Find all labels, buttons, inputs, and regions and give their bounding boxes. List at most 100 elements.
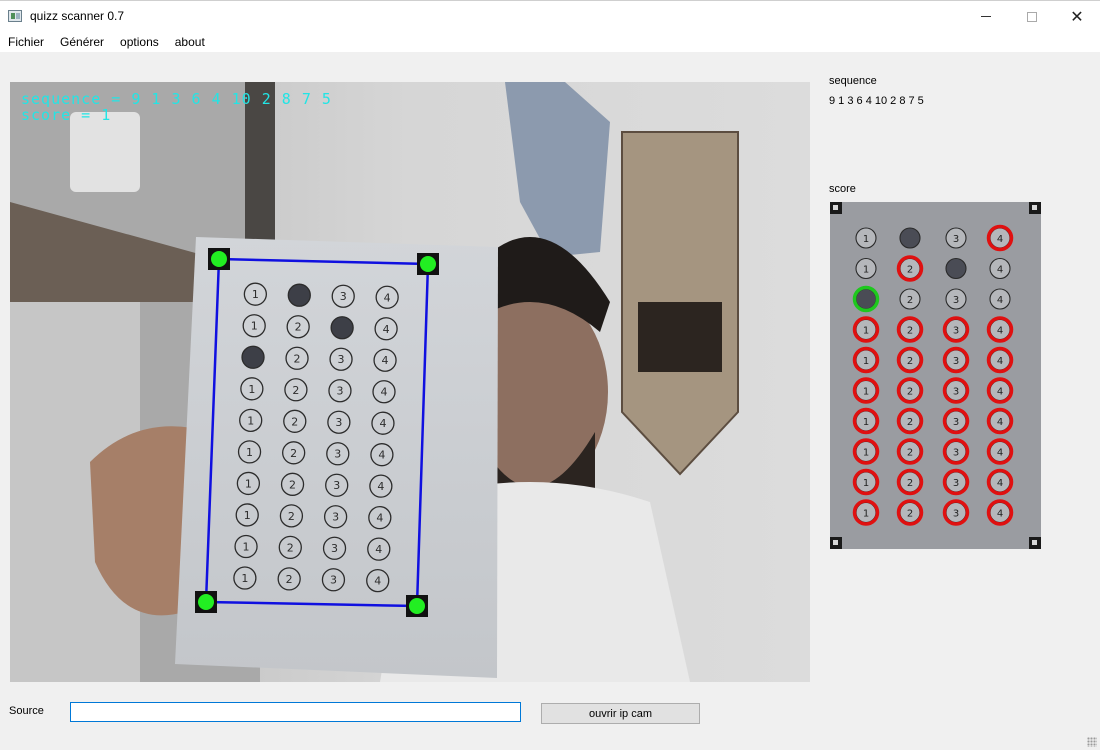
wrong-answer-ring: [986, 499, 1014, 526]
bubble-number: 2: [290, 447, 297, 460]
wrong-answer-ring: [852, 377, 880, 404]
score-bubble: [899, 288, 921, 310]
score-bubble-number: 1: [863, 234, 869, 245]
answer-bubble: [285, 346, 309, 370]
resize-grip-icon[interactable]: [1087, 737, 1097, 747]
score-bubble-number: 1: [863, 265, 869, 276]
correct-answer-ring: [852, 285, 880, 313]
answer-bubble: [286, 315, 310, 339]
bubble-number: 2: [291, 415, 298, 428]
wrong-answer-ring: [852, 468, 880, 496]
speaker-object: [70, 112, 140, 192]
score-bubble-number: 3: [953, 387, 959, 398]
wrong-answer-ring: [852, 499, 880, 526]
score-bubble-number: 4: [997, 326, 1003, 337]
score-sheet-background: [830, 202, 1041, 549]
bubble-number: 1: [248, 383, 255, 396]
detected-corner-dot: [409, 598, 425, 614]
score-bubble-number: 4: [997, 448, 1003, 459]
bubble-number: 2: [292, 384, 299, 397]
bubble-number: 3: [338, 353, 345, 366]
score-bubble-number: 4: [997, 387, 1003, 398]
bubble-number: 1: [246, 446, 253, 459]
menu-fichier[interactable]: Fichier: [8, 35, 45, 49]
wrong-answer-ring: [986, 346, 1014, 374]
bubble-number: 1: [243, 540, 250, 553]
bubble-number: 4: [376, 512, 383, 525]
answer-bubble: [321, 568, 346, 592]
answer-bubble: [322, 536, 347, 560]
answer-bubble: [283, 409, 307, 433]
answer-bubble: [369, 474, 393, 498]
answer-bubble: [374, 317, 398, 341]
bubble-number: 3: [340, 290, 347, 303]
score-image: 1 3 4 1 2 4 2 3 4 1 2 3 4 1 2 3 4 1 2 3 4 1 2 3 4 1 2 3 4 1 2 3 4 1 2 3 4: [830, 202, 1041, 549]
window-title: quizz scanner 0.7: [30, 9, 125, 23]
score-bubble-number: 2: [907, 509, 913, 520]
wrong-answer-ring: [896, 346, 924, 374]
answer-bubble: [284, 378, 308, 402]
score-bubble-number: 2: [907, 265, 913, 276]
tapestry-kaaba: [638, 302, 722, 372]
wrong-answer-ring: [896, 377, 924, 404]
bubble-number: 2: [295, 321, 302, 334]
score-filled-bubble: [899, 227, 921, 249]
wrong-answer-ring: [942, 499, 970, 526]
wrong-answer-ring: [986, 224, 1014, 252]
score-bubble-number: 4: [997, 509, 1003, 520]
answer-bubble: [282, 441, 306, 465]
answer-sheet-bubbles: 1 3 4 1 2 4 2 3 4 1 2 3 4 1 2 3 4 1 2 3 4 1 2 3 4 1 2 3 4 1 2 3 4 1 2 3 4: [195, 248, 439, 617]
answer-bubble: [325, 473, 349, 497]
detected-corner-dot: [198, 594, 214, 610]
answer-bubble: [279, 504, 304, 528]
wrong-answer-ring: [942, 377, 970, 404]
answer-bubble: [329, 347, 353, 371]
menu-generer[interactable]: Générer: [60, 35, 105, 49]
wrong-answer-ring: [942, 407, 970, 435]
answer-bubble: [243, 282, 268, 306]
score-bubble-number: 3: [953, 417, 959, 428]
open-ip-cam-button[interactable]: ouvrir ip cam: [541, 703, 700, 724]
answer-bubble: [234, 534, 258, 559]
source-input[interactable]: [70, 702, 521, 722]
filled-bubble: [287, 283, 311, 307]
bubble-number: 1: [251, 320, 258, 333]
bubble-number: 2: [294, 352, 301, 365]
wrong-answer-ring: [942, 438, 970, 465]
answer-bubble: [372, 380, 396, 404]
answer-bubble: [278, 535, 302, 560]
minimize-icon: [981, 16, 991, 17]
wrong-answer-ring: [986, 377, 1014, 404]
score-bubble: [989, 288, 1011, 310]
bubble-number: 4: [383, 323, 390, 336]
bubble-number: 2: [288, 510, 295, 523]
answer-bubble: [371, 411, 395, 435]
wrong-answer-ring: [942, 316, 970, 343]
score-bubble: [855, 227, 877, 249]
wrong-answer-ring: [986, 468, 1014, 496]
menu-options[interactable]: options: [120, 35, 159, 49]
bubble-number: 1: [244, 509, 251, 522]
answer-bubble: [368, 505, 392, 530]
menu-about[interactable]: about: [174, 35, 205, 49]
maximize-icon: [1027, 11, 1037, 22]
score-corner-marker-inner: [1032, 540, 1037, 545]
answer-bubble: [326, 442, 350, 466]
score-bubble-number: 4: [997, 295, 1003, 306]
answer-bubble: [240, 377, 264, 401]
bubble-number: 4: [381, 386, 388, 399]
detected-corner-dot: [211, 251, 227, 267]
sequence-value: 9 1 3 6 4 10 2 8 7 5: [829, 95, 924, 107]
wrong-answer-ring: [986, 316, 1014, 343]
score-bubble-number: 3: [953, 234, 959, 245]
minimize-button[interactable]: [963, 1, 1009, 32]
score-bubble: [945, 227, 967, 249]
close-icon: ✕: [1070, 6, 1084, 26]
score-bubble-number: 2: [907, 478, 913, 489]
close-button[interactable]: ✕: [1054, 1, 1100, 32]
wrong-answer-ring: [896, 316, 924, 343]
answer-bubble: [236, 471, 261, 496]
score-bubble-number: 1: [863, 509, 869, 520]
score-bubble-number: 2: [907, 295, 913, 306]
maximize-button[interactable]: [1009, 1, 1055, 32]
